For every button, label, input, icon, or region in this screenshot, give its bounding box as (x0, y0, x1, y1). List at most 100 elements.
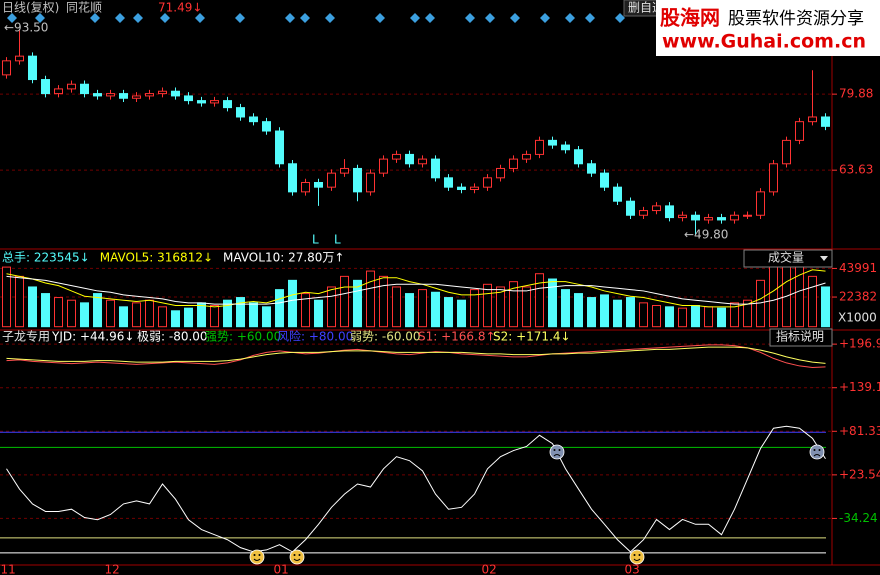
volume-bar (93, 293, 102, 328)
signal-icon (300, 13, 310, 23)
signal-icon (540, 13, 550, 23)
candle-body (249, 116, 258, 123)
candle-body (15, 55, 24, 62)
volume-bar (379, 275, 388, 328)
volume-bar (106, 299, 115, 328)
candle-body (210, 100, 219, 104)
icon-eye (818, 449, 821, 451)
help-button-label[interactable]: 指标说明 (776, 329, 824, 344)
volume-bar (665, 306, 674, 328)
level-label: 强势: +60.00 (205, 330, 281, 344)
candle-body (509, 158, 518, 169)
signal-icon (235, 13, 245, 23)
candle-body (483, 177, 492, 188)
smile-icon (249, 549, 265, 565)
volume-bar (145, 299, 154, 328)
candle-body (457, 186, 466, 191)
volume-bar (678, 307, 687, 328)
volume-bar (418, 289, 427, 328)
signal-icon (285, 13, 295, 23)
volume-bar (197, 302, 206, 328)
x-tick-label: 02 (482, 563, 497, 575)
volume-bar (821, 286, 830, 328)
icon-mouth (253, 558, 261, 561)
volume-bar (249, 302, 258, 328)
x-tick-label: 11 (1, 563, 16, 575)
volume-bar (223, 299, 232, 328)
indicator-line (6, 425, 826, 553)
marker: L (312, 233, 319, 247)
watermark-slogan: 股票软件资源分享 (728, 9, 864, 29)
y-tick-label: +196.9 (839, 337, 880, 351)
volume-bar (444, 297, 453, 328)
volume-bar (431, 291, 440, 328)
candle-body (717, 217, 726, 221)
candle-body (795, 121, 804, 141)
candle-body (522, 153, 531, 160)
icon-eye (638, 554, 641, 556)
signal-icon (465, 13, 475, 23)
candle-body (431, 158, 440, 179)
indicator-button[interactable] (743, 249, 833, 268)
candle-body (158, 90, 167, 95)
help-button[interactable] (769, 328, 833, 347)
icon-mouth (293, 558, 301, 561)
volume-bar (483, 283, 492, 328)
candle-body (93, 93, 102, 97)
candle-body (28, 55, 37, 81)
volume-bar (496, 286, 505, 328)
candle-body (600, 172, 609, 188)
signal-icon (160, 13, 170, 23)
candle-body (106, 93, 115, 97)
candle-body (652, 205, 661, 212)
volume-bar (509, 281, 518, 328)
volume-bar (743, 299, 752, 328)
candle-body (340, 167, 349, 174)
volume-bar (67, 299, 76, 328)
volume-bar (28, 286, 37, 328)
candle-body (444, 177, 453, 188)
candle-body (418, 158, 427, 165)
volume-bar (366, 270, 375, 328)
candle-body (353, 167, 362, 193)
icon-eye (633, 554, 636, 556)
volume-bar (652, 305, 661, 328)
toolbar-button-label[interactable]: 删自选 (628, 1, 664, 15)
candle-body (626, 200, 635, 216)
signal-icon (410, 13, 420, 23)
candle-body (639, 210, 648, 216)
icon-mouth (633, 558, 641, 561)
legend-entry: MAVOL5: 316812↓ (100, 251, 213, 265)
volume-bar (782, 259, 791, 328)
level-label: 极弱: -80.00 (137, 330, 208, 344)
volume-bar (587, 297, 596, 328)
legend-entry: S2: +171.4↓ (493, 330, 571, 344)
indicator-button-label[interactable]: 成交量 (768, 250, 804, 265)
volume-bar (275, 289, 284, 328)
volume-bar (2, 266, 11, 328)
volume-bar (301, 293, 310, 328)
volume-bar (392, 286, 401, 328)
plot-area: 79.88 63.63 11 12 01 02 03 43991 22382 总手: 223545… (0, 13, 880, 575)
min-label: ←49.80 (684, 228, 728, 242)
marker: L (334, 233, 341, 247)
volume-bar (613, 299, 622, 328)
candle-body (119, 93, 128, 99)
candle-body (470, 186, 479, 191)
volume-bar (340, 275, 349, 328)
candle-body (41, 79, 50, 95)
x-tick-label: 03 (625, 563, 640, 575)
indicator-line (6, 344, 826, 368)
volume-bar (158, 306, 167, 328)
legend-entry: S1: +166.8↑ (418, 330, 496, 344)
sad-icon (809, 444, 825, 460)
candle-body (808, 116, 817, 123)
icon-eye (258, 554, 261, 556)
legend-entry: YJD: +44.96↓ (51, 330, 134, 344)
ma-line (6, 275, 826, 305)
level-label: 弱势: -60.00 (350, 330, 421, 344)
volume-bar (236, 297, 245, 328)
signal-icon (115, 13, 125, 23)
volume-bar (184, 307, 193, 328)
signal-icon (325, 13, 335, 23)
